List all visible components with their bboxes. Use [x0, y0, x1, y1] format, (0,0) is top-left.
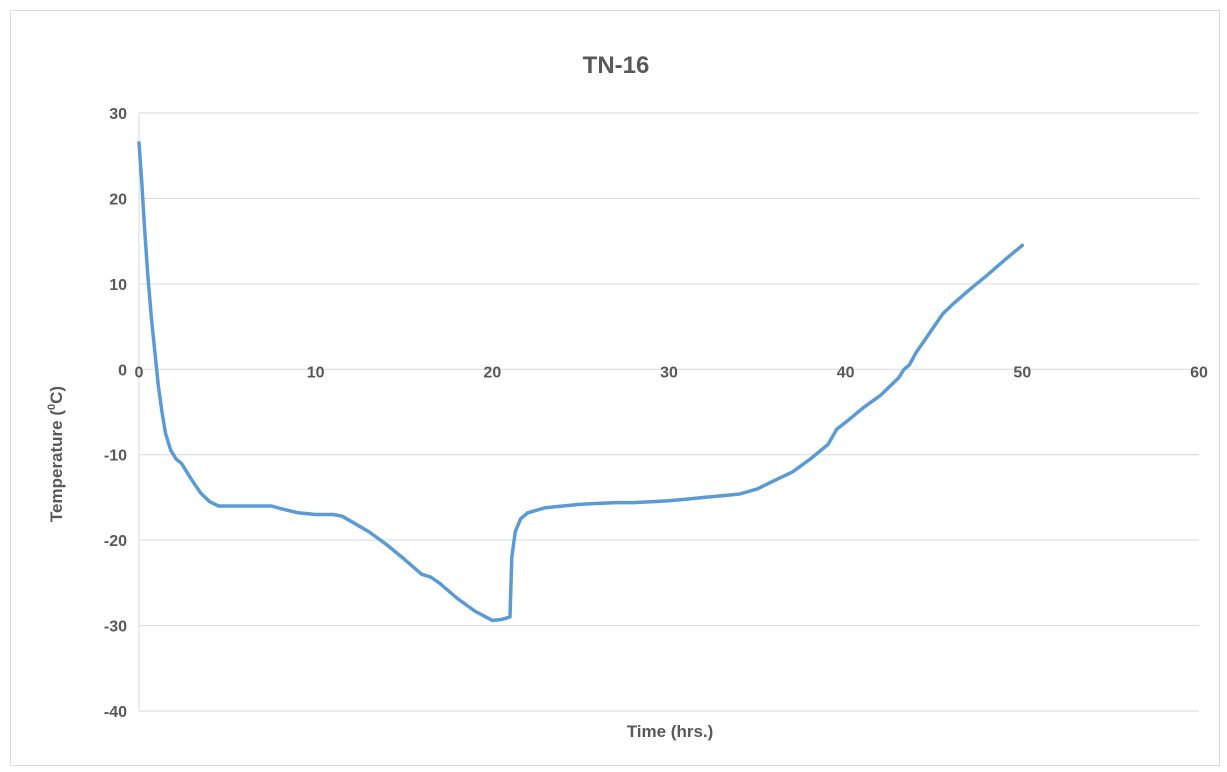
gridlines: [139, 112, 1199, 712]
chart-title: TN-16: [583, 52, 650, 79]
y-axis-label-tail: C): [47, 386, 66, 404]
x-tick-label: 30: [660, 364, 678, 381]
x-tick-label: 10: [307, 364, 325, 381]
x-tick-label: 60: [1190, 364, 1208, 381]
y-axis-label: Temperature (0C): [46, 386, 66, 522]
y-tick-label: -10: [104, 448, 127, 465]
chart-frame: TN-16 30 20 10 0 -10 -20 -30 -40 0 10 20 30 40 50 60 …: [10, 10, 1220, 766]
series-line: [137, 141, 1025, 623]
x-axis-label: Time (hrs.): [627, 722, 714, 741]
y-tick-label: 30: [109, 106, 127, 123]
y-tick-label: -20: [104, 533, 127, 550]
y-axis-tick-labels: 30 20 10 0 -10 -20 -30 -40: [104, 106, 127, 721]
y-axis-label-superscript: 0: [46, 404, 58, 410]
y-axis-label-main: Temperature (: [47, 410, 66, 522]
series-layer: [137, 141, 1025, 623]
y-tick-label: 10: [109, 277, 127, 294]
x-axis-tick-labels: 0 10 20 30 40 50 60: [135, 364, 1208, 381]
y-tick-label: -40: [104, 704, 127, 721]
x-tick-label: 40: [837, 364, 855, 381]
y-tick-label: 0: [118, 362, 127, 379]
y-tick-label: 20: [109, 191, 127, 208]
y-tick-label: -30: [104, 619, 127, 636]
x-tick-label: 0: [135, 364, 144, 381]
x-tick-label: 20: [483, 364, 501, 381]
x-tick-label: 50: [1013, 364, 1031, 381]
